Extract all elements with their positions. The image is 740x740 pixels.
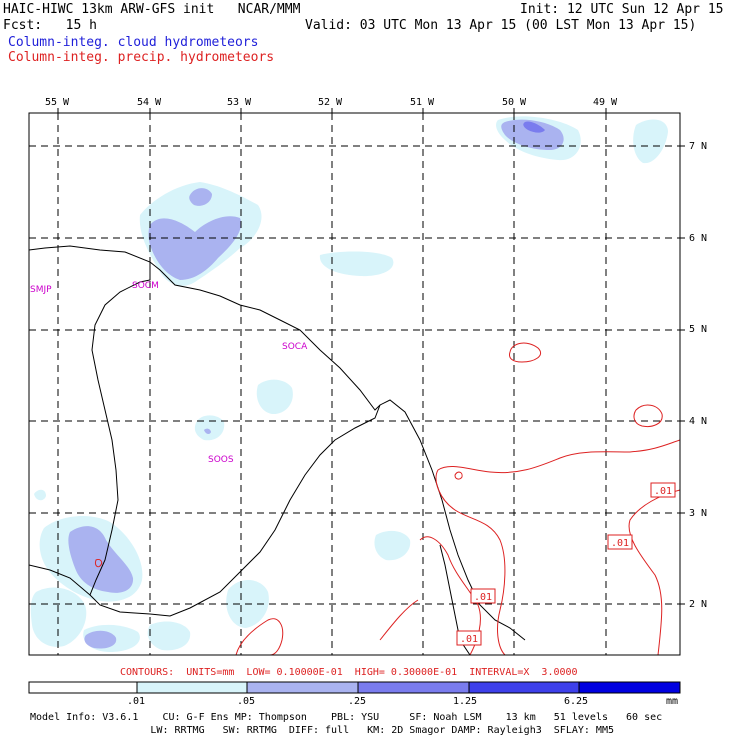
station-label: SOCM	[132, 281, 159, 291]
lon-label: 54 W	[137, 97, 162, 108]
contour-label: .01	[460, 634, 478, 645]
cloud-medium-fill	[68, 119, 564, 649]
chart-title: HAIC-HIWC 13km ARW-GFS init NCAR/MMM	[3, 2, 301, 17]
cloud-dark-fill	[523, 121, 545, 133]
contour-label: .01	[474, 592, 492, 603]
station-label: SMJP	[30, 285, 52, 295]
lon-label: 53 W	[227, 97, 252, 108]
lat-label: 6 N	[689, 233, 708, 244]
contour-label: .01	[654, 486, 672, 497]
precip-contours	[95, 342, 680, 655]
station-label: SOCA	[282, 342, 308, 352]
colorbar-tick: .05	[237, 696, 256, 707]
colorbar-tick: 6.25	[564, 696, 589, 707]
valid-time: Valid: 03 UTC Mon 13 Apr 15 (00 LST Mon …	[305, 18, 697, 33]
lat-label: 4 N	[689, 416, 708, 427]
lat-label: 5 N	[689, 324, 708, 335]
lon-label: 55 W	[45, 97, 70, 108]
contour-label: .01	[611, 538, 629, 549]
lat-label: 7 N	[689, 141, 708, 152]
colorbar	[28, 681, 681, 694]
map-frame	[28, 112, 681, 656]
lon-label: 52 W	[318, 97, 343, 108]
colorbar-units: mm	[666, 696, 679, 707]
grid-lines	[29, 113, 680, 655]
colorbar-tick: .01	[127, 696, 146, 707]
legend-precip: Column-integ. precip. hydrometeors	[8, 50, 275, 65]
lon-label: 51 W	[410, 97, 435, 108]
axis-ticks	[57, 108, 685, 605]
model-info-line2: LW: RRTMG SW: RRTMG DIFF: full KM: 2D Sm…	[30, 725, 614, 736]
station-label: SOOS	[208, 455, 234, 465]
lon-label: 49 W	[593, 97, 618, 108]
legend-cloud: Column-integ. cloud hydrometeors	[8, 35, 259, 50]
forecast-hour: Fcst: 15 h	[3, 18, 97, 33]
colorbar-tick: 1.25	[453, 696, 478, 707]
contours-note: CONTOURS: UNITS=mm LOW= 0.10000E-01 HIGH…	[120, 667, 578, 678]
lat-label: 3 N	[689, 508, 708, 519]
lat-label: 2 N	[689, 599, 708, 610]
init-time: Init: 12 UTC Sun 12 Apr 15	[520, 2, 724, 17]
model-info-line1: Model Info: V3.6.1 CU: G-F Ens MP: Thomp…	[30, 712, 663, 723]
lon-label: 50 W	[502, 97, 527, 108]
colorbar-tick: .25	[348, 696, 367, 707]
